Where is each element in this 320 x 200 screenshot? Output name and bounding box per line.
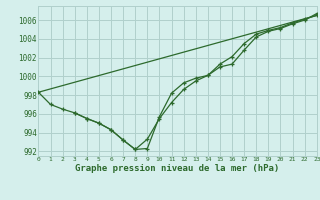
X-axis label: Graphe pression niveau de la mer (hPa): Graphe pression niveau de la mer (hPa)	[76, 164, 280, 173]
